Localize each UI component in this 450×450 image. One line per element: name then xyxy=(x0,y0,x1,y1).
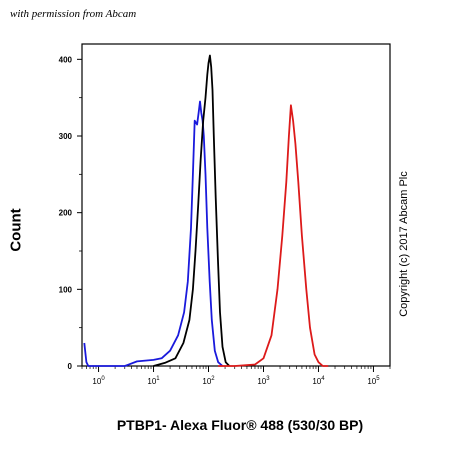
y-tick-label: 100 xyxy=(59,285,73,294)
x-tick-label: 102 xyxy=(202,376,215,386)
x-tick-label: 105 xyxy=(367,376,380,386)
histogram-series-2 xyxy=(153,54,231,367)
watermark-text: with permission from Abcam xyxy=(10,8,137,20)
x-tick-label: 100 xyxy=(92,376,105,386)
y-tick-label: 0 xyxy=(68,362,73,371)
histogram-series-3 xyxy=(218,104,329,367)
plot-frame xyxy=(81,43,391,367)
x-tick-label: 101 xyxy=(147,376,160,386)
y-tick-label: 300 xyxy=(59,132,73,141)
x-tick-label: 104 xyxy=(312,376,325,386)
y-tick-label: 200 xyxy=(59,209,73,218)
y-tick-label: 400 xyxy=(59,55,73,64)
histogram-series-1 xyxy=(83,100,224,367)
x-tick-label: 103 xyxy=(257,376,270,386)
x-axis-label: PTBP1- Alexa Fluor® 488 (530/30 BP) xyxy=(116,417,364,433)
